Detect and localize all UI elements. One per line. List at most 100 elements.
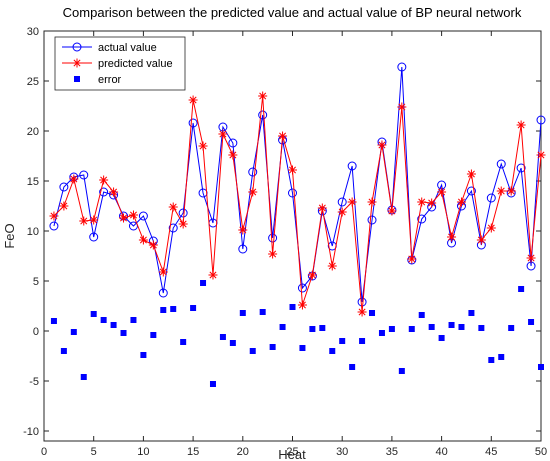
data-point <box>437 187 447 197</box>
data-point <box>170 306 177 312</box>
data-point <box>359 338 366 344</box>
y-axis-title: FeO <box>2 223 17 248</box>
x-tick-label: 40 <box>435 446 447 458</box>
legend-label: actual value <box>98 42 157 54</box>
data-point <box>238 225 248 235</box>
data-point <box>526 253 536 263</box>
y-tick-label: 20 <box>27 126 39 138</box>
data-point <box>279 324 286 330</box>
data-point <box>99 187 109 197</box>
legend-marker <box>72 42 82 52</box>
data-point <box>89 232 99 242</box>
series-layer <box>49 62 546 387</box>
x-tick-label: 5 <box>91 446 97 458</box>
data-point <box>408 326 415 332</box>
data-point <box>388 326 395 332</box>
data-point <box>418 312 425 318</box>
data-point <box>357 307 367 317</box>
data-point <box>528 319 535 325</box>
legend-marker <box>72 58 82 68</box>
legend-marker <box>74 76 80 82</box>
data-point <box>59 201 69 211</box>
data-point <box>59 182 69 192</box>
data-point <box>288 165 297 175</box>
data-point <box>417 197 427 207</box>
data-point <box>488 357 495 363</box>
data-point <box>466 169 476 179</box>
y-tick-label: -10 <box>23 426 39 438</box>
data-point <box>349 364 356 370</box>
data-point <box>229 340 236 346</box>
data-point <box>398 368 405 374</box>
data-point <box>190 305 197 311</box>
data-point <box>228 150 238 160</box>
data-point <box>168 202 178 212</box>
series-1 <box>49 91 546 317</box>
y-tick-label: 15 <box>27 176 39 188</box>
data-point <box>427 198 437 208</box>
data-point <box>150 332 157 338</box>
y-tick-label: 5 <box>33 276 39 288</box>
data-point <box>297 283 307 293</box>
data-point <box>538 364 544 370</box>
data-point <box>329 348 336 354</box>
data-point <box>168 223 178 233</box>
data-point <box>347 197 357 207</box>
data-point <box>90 311 97 317</box>
series-line-1 <box>53 95 542 313</box>
data-point <box>209 381 216 387</box>
data-point <box>128 210 138 220</box>
data-point <box>69 174 79 184</box>
data-point <box>288 188 297 198</box>
data-point <box>498 354 505 360</box>
y-tick-label: 0 <box>33 326 39 338</box>
data-point <box>456 197 466 207</box>
data-point <box>200 280 207 286</box>
data-point <box>208 270 218 280</box>
data-point <box>148 240 158 250</box>
data-point <box>506 186 516 196</box>
data-point <box>428 324 435 330</box>
data-point <box>536 115 546 125</box>
data-point <box>309 326 316 332</box>
series-2 <box>50 280 544 387</box>
data-point <box>486 223 496 233</box>
legend-label: predicted value <box>98 58 173 70</box>
data-point <box>268 233 278 243</box>
data-point <box>79 216 89 226</box>
data-point <box>248 187 258 197</box>
data-point <box>188 118 198 128</box>
data-point <box>447 232 457 242</box>
data-point <box>130 317 137 323</box>
x-axis-title: Heat <box>278 447 306 461</box>
data-point <box>178 208 188 218</box>
data-point <box>458 324 465 330</box>
data-point <box>228 138 238 148</box>
data-point <box>387 206 397 216</box>
data-point <box>496 159 506 169</box>
y-tick-label: 10 <box>27 226 39 238</box>
data-point <box>99 175 109 185</box>
data-point <box>448 322 455 328</box>
data-point <box>339 338 346 344</box>
data-point <box>138 211 148 221</box>
data-point <box>357 297 367 307</box>
x-tick-label: 35 <box>386 446 398 458</box>
axis-ticks: 0 5 10 15 20 25 30 35 40 45 50 -10 -5 0 5 10 15 20 25 30 <box>23 26 547 458</box>
data-point <box>80 374 87 380</box>
data-point <box>49 221 59 231</box>
data-point <box>518 286 525 292</box>
x-tick-label: 25 <box>286 446 298 458</box>
data-point <box>367 197 377 207</box>
data-point <box>319 325 326 331</box>
legend-item-0: actual value <box>62 42 157 54</box>
data-point <box>297 300 307 310</box>
data-point <box>289 304 296 310</box>
data-point <box>158 267 168 277</box>
x-tick-label: 50 <box>535 446 547 458</box>
data-point <box>516 120 526 130</box>
data-point <box>218 129 228 139</box>
plot-area <box>43 30 542 442</box>
x-tick-label: 45 <box>485 446 497 458</box>
